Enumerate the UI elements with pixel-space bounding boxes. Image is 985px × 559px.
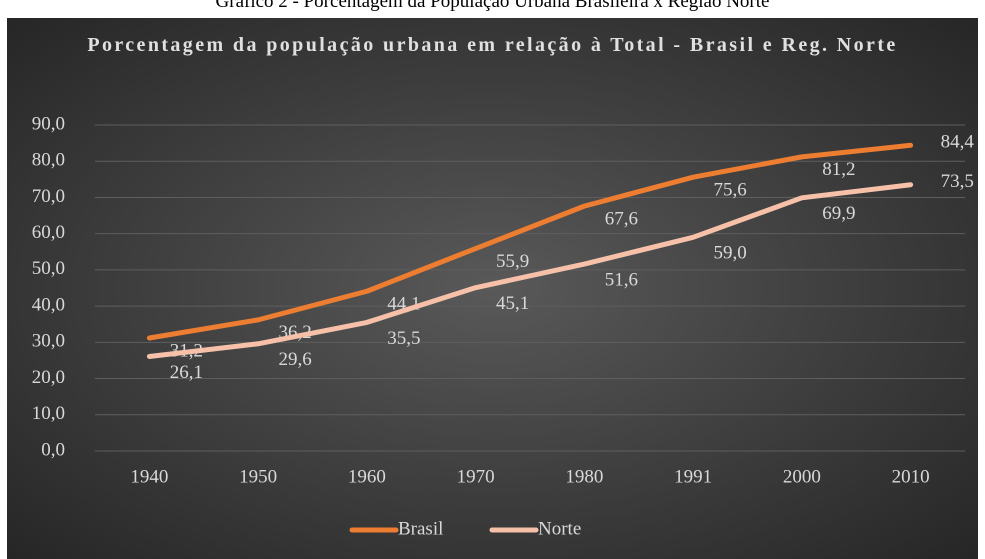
data-label: 45,1	[496, 293, 529, 314]
caption: Gráfico 2 - Porcentagem da População Urb…	[215, 0, 770, 12]
data-label: 55,9	[496, 251, 529, 272]
data-label: 51,6	[605, 269, 638, 290]
y-tick-label: 10,0	[32, 403, 65, 424]
y-tick-label: 30,0	[32, 331, 65, 352]
data-label: 67,6	[605, 208, 638, 229]
y-tick-label: 50,0	[32, 258, 65, 279]
legend-label: Brasil	[398, 518, 443, 539]
line	[146, 142, 914, 341]
chart-area: Porcentagem da população urbana em relaç…	[7, 18, 978, 559]
y-tick-label: 90,0	[32, 113, 65, 134]
y-tick-label: 0,0	[41, 439, 65, 460]
data-label: 69,9	[822, 203, 855, 224]
x-tick-label: 1970	[457, 466, 495, 487]
x-tick-label: 1991	[674, 466, 712, 487]
x-tick-label: 1940	[130, 466, 168, 487]
data-label: 84,4	[941, 132, 975, 153]
data-label: 75,6	[714, 180, 747, 201]
data-label: 35,5	[387, 328, 420, 349]
legend-label: Norte	[538, 518, 581, 539]
data-label: 29,6	[279, 349, 312, 370]
y-tick-label: 40,0	[32, 294, 65, 315]
data-label: 73,5	[941, 171, 974, 192]
chart: 0,0 10,0 20,0 30,0 40,0 50,0 60,0 70,0 80,0 90,0 1…	[32, 113, 975, 539]
line	[146, 182, 914, 359]
x-tick-label: 1960	[348, 466, 386, 487]
x-tick-label: 1950	[239, 466, 277, 487]
data-label: 59,0	[714, 243, 747, 264]
y-tick-label: 60,0	[32, 222, 65, 243]
data-label: 26,1	[170, 362, 203, 383]
y-tick-label: 20,0	[32, 367, 65, 388]
x-tick-label: 2000	[783, 466, 821, 487]
chart-title: Porcentagem da população urbana em relaç…	[87, 34, 898, 56]
x-tick-label: 2010	[892, 466, 930, 487]
y-tick-label: 70,0	[32, 186, 65, 207]
data-label: 81,2	[822, 159, 855, 180]
x-tick-label: 1980	[565, 466, 603, 487]
y-tick-label: 80,0	[32, 150, 65, 171]
